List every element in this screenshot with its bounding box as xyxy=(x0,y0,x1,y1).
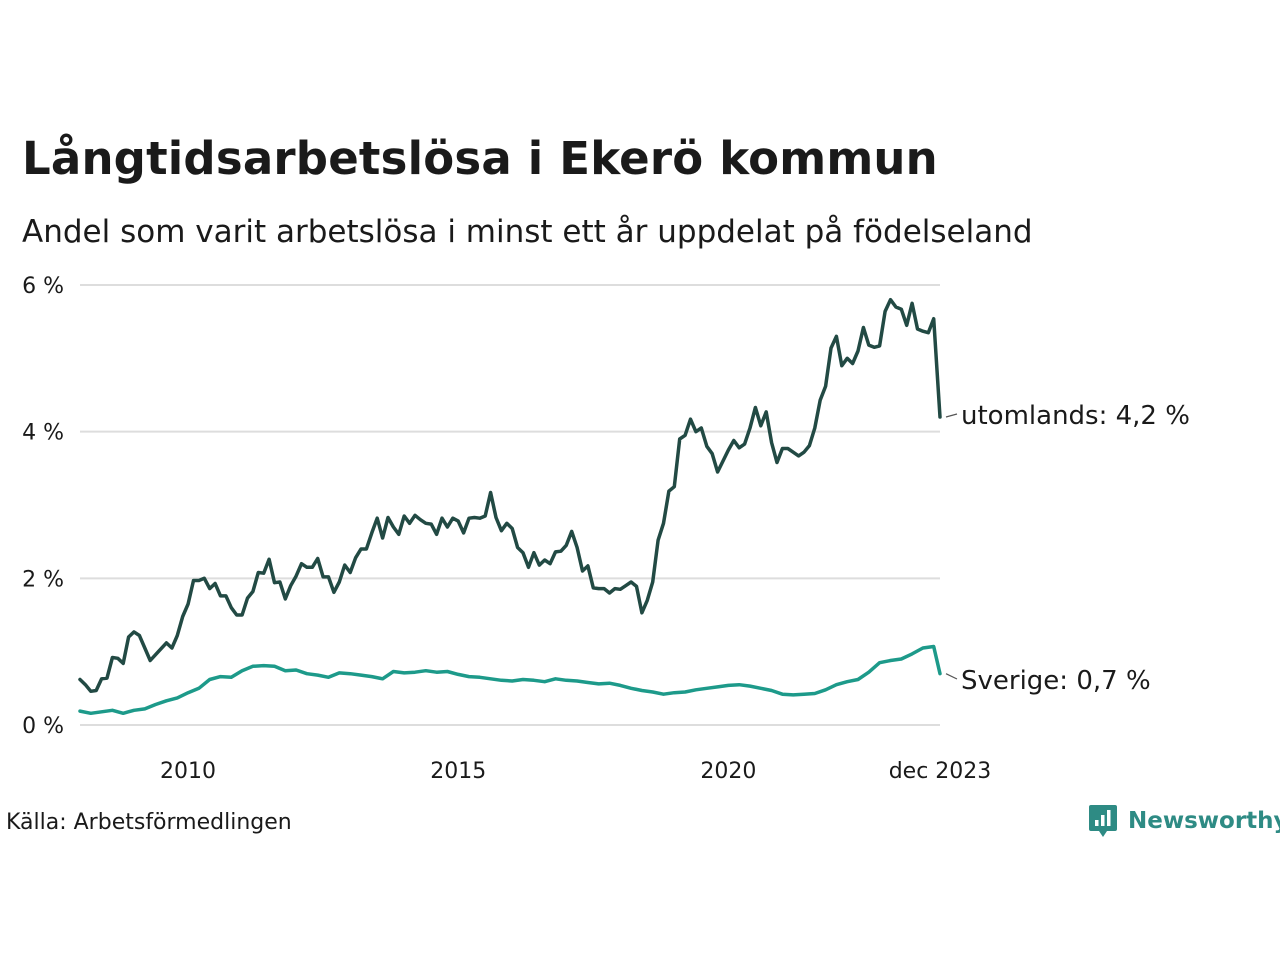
x-tick-label: 2010 xyxy=(160,759,216,784)
gridlines xyxy=(80,284,940,726)
series-line-utomlands xyxy=(78,297,942,694)
source-note: Källa: Arbetsförmedlingen xyxy=(6,810,292,835)
y-axis-ticks: 0 % 2 % 4 % 6 % xyxy=(22,274,64,739)
x-tick-label: dec 2023 xyxy=(889,759,992,784)
end-label-sverige: Sverige: 0,7 % xyxy=(961,666,1151,696)
end-label-utomlands: utomlands: 4,2 % xyxy=(961,401,1190,431)
x-tick-label: 2020 xyxy=(700,759,756,784)
y-tick-label: 0 % xyxy=(22,714,64,739)
end-labels: utomlands: 4,2 % Sverige: 0,7 % xyxy=(945,401,1190,696)
x-axis-ticks: 2010 2015 2020 dec 2023 xyxy=(160,759,991,784)
bar-chart-bubble-icon xyxy=(1089,805,1117,837)
series-line-sverige xyxy=(78,644,942,716)
x-tick-label: 2015 xyxy=(430,759,486,784)
y-tick-label: 6 % xyxy=(22,274,64,299)
y-tick-label: 4 % xyxy=(22,421,64,446)
end-label-leader xyxy=(945,673,958,680)
chart-subtitle: Andel som varit arbetslösa i minst ett å… xyxy=(22,214,1033,250)
brand-name: Newsworthy xyxy=(1128,808,1280,834)
chart-title: Långtidsarbetslösa i Ekerö kommun xyxy=(22,132,938,185)
end-label-leader xyxy=(945,413,958,418)
brand-logo[interactable]: Newsworthy xyxy=(1088,804,1280,838)
series-lines xyxy=(78,297,942,716)
y-tick-label: 2 % xyxy=(22,567,64,592)
